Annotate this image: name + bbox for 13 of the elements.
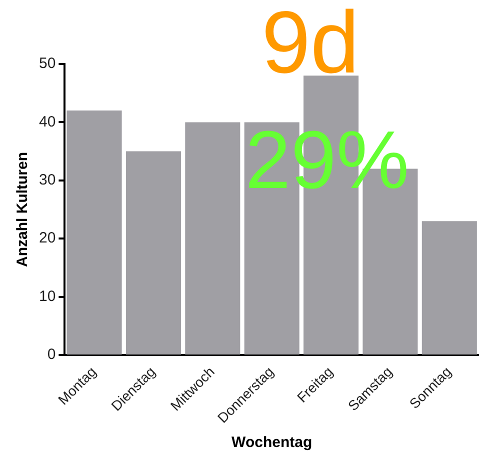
bar: [66, 110, 122, 354]
bar: [422, 221, 477, 354]
y-tick-label: 40: [38, 113, 56, 130]
y-axis-title: Anzahl Kulturen: [14, 152, 32, 267]
bar: [126, 151, 181, 354]
y-tick-label: 50: [38, 55, 56, 72]
y-tick-label: 10: [38, 288, 56, 305]
y-tick-label: 20: [38, 230, 56, 247]
x-axis-title: Wochentag: [232, 434, 312, 452]
bar: [185, 122, 240, 354]
y-tick-label: 30: [38, 172, 56, 189]
y-tick-label: 0: [47, 346, 56, 364]
annotation: 9d: [261, 0, 360, 92]
